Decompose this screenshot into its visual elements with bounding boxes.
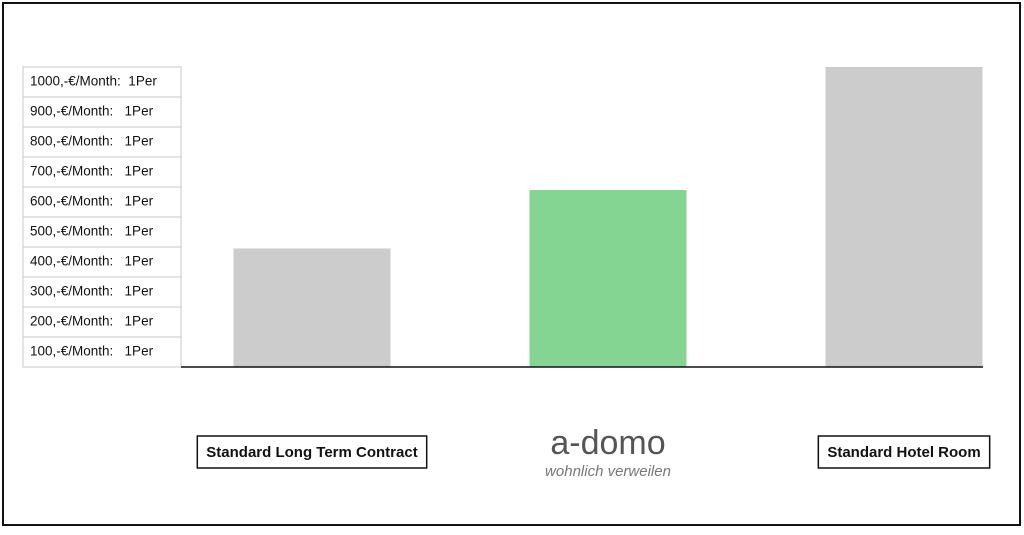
tick-box [22,336,182,368]
logo-tagline: wohnlich verweilen [545,463,671,480]
y-tick-label: 600,-€/Month: 1Per [30,194,154,209]
y-tick-label: 300,-€/Month: 1Per [30,284,154,299]
tick-box [22,126,182,158]
bar [529,190,687,367]
x-tick-label: Standard Hotel Room [827,444,980,461]
tick-box [22,306,182,338]
x-tick-label: Standard Long Term Contract [206,444,417,461]
y-tick-label: 700,-€/Month: 1Per [30,164,154,179]
y-tick-label: 100,-€/Month: 1Per [30,344,154,359]
tick-box [22,186,182,218]
tick-box [22,96,182,128]
bar [825,67,983,367]
tick-box [22,246,182,278]
y-tick-label: 800,-€/Month: 1Per [30,134,154,149]
y-tick-label: 200,-€/Month: 1Per [30,314,154,329]
y-tick-label: 900,-€/Month: 1Per [30,104,154,119]
y-tick-label: 400,-€/Month: 1Per [30,254,154,269]
y-tick-label: 1000,-€/Month: 1Per [30,74,157,89]
y-tick-label: 500,-€/Month: 1Per [30,224,154,239]
category-box [817,435,991,469]
logo-name: a-domo [550,424,665,462]
tick-box [22,66,182,98]
bar [233,248,391,367]
category-box [196,435,428,469]
